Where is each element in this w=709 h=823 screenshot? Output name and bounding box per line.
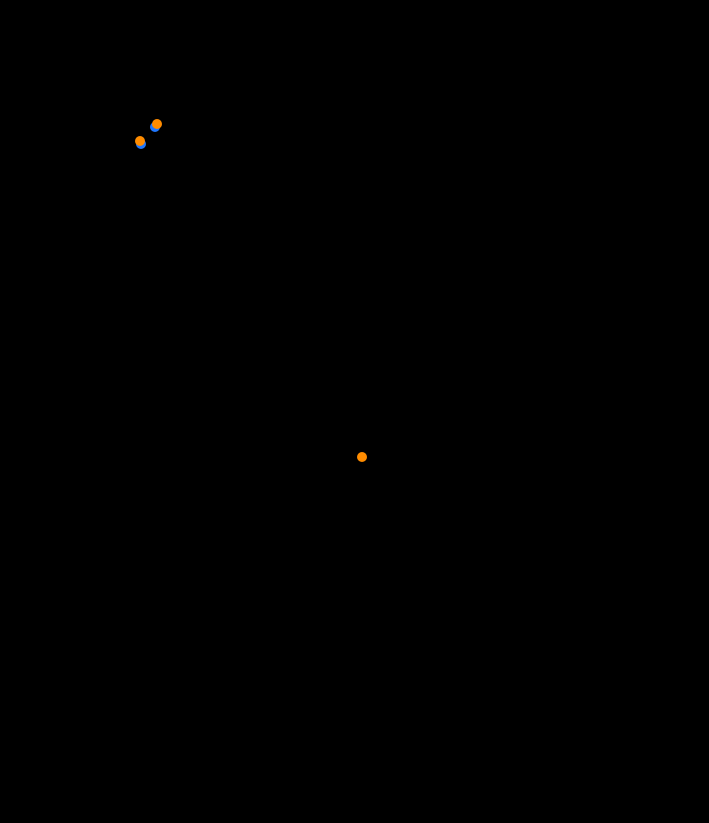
scatter-chart bbox=[0, 0, 709, 823]
scatter-point bbox=[357, 452, 367, 462]
scatter-point bbox=[135, 136, 145, 146]
scatter-point bbox=[152, 119, 162, 129]
